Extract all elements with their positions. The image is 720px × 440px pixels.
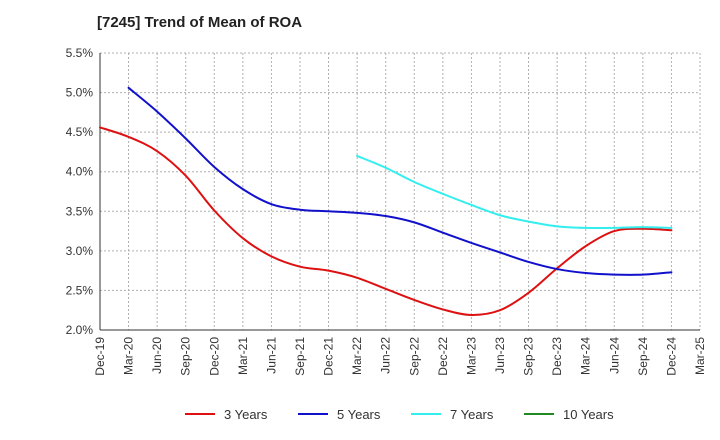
x-tick-label: Sep-24 (636, 337, 650, 376)
legend-label-10-years: 10 Years (563, 407, 614, 422)
legend: 3 Years 5 Years 7 Years 10 Years (185, 407, 614, 422)
x-tick-label: Sep-23 (522, 337, 536, 376)
x-tick-label: Mar-24 (579, 337, 593, 375)
x-tick-label: Mar-20 (122, 337, 136, 375)
x-tick-label: Jun-22 (379, 337, 393, 374)
x-tick-label: Dec-24 (664, 337, 678, 376)
x-tick-label: Dec-20 (207, 337, 221, 376)
x-tick-label: Sep-21 (293, 337, 307, 376)
y-tick-label: 3.0% (66, 244, 94, 258)
x-tick-label: Jun-24 (607, 337, 621, 374)
x-tick-label: Jun-20 (150, 337, 164, 374)
x-tick-label: Mar-25 (693, 337, 707, 375)
y-tick-label: 5.0% (66, 86, 94, 100)
x-tick-label: Jun-23 (493, 337, 507, 374)
legend-label-3-years: 3 Years (224, 407, 268, 422)
x-axis-ticks: Dec-19 Mar-20 Jun-20 Sep-20 Dec-20 Mar-21 Jun-… (93, 337, 707, 376)
series-lines (99, 86, 673, 316)
x-tick-label: Mar-22 (350, 337, 364, 375)
x-tick-label: Dec-22 (436, 337, 450, 376)
y-tick-label: 4.5% (66, 125, 94, 139)
x-tick-label: Sep-22 (407, 337, 421, 376)
grid-lines (99, 52, 701, 331)
y-tick-label: 3.5% (66, 204, 94, 218)
x-tick-label: Mar-23 (464, 337, 478, 375)
x-tick-label: Mar-21 (236, 337, 250, 375)
axes (99, 53, 700, 331)
y-tick-label: 2.5% (66, 283, 94, 297)
y-tick-label: 2.0% (66, 323, 94, 337)
chart-title: [7245] Trend of Mean of ROA (97, 14, 303, 31)
x-tick-label: Jun-21 (264, 337, 278, 374)
x-tick-label: Dec-21 (322, 337, 336, 376)
x-tick-label: Dec-19 (93, 337, 107, 376)
x-tick-label: Dec-23 (550, 337, 564, 376)
series-line-3-years (99, 126, 673, 316)
series-line-7-years (356, 154, 673, 230)
y-tick-label: 4.0% (66, 165, 94, 179)
x-tick-label: Sep-20 (179, 337, 193, 376)
y-axis-ticks: 5.5% 5.0% 4.5% 4.0% 3.5% 3.0% 2.5% 2.0% (66, 46, 94, 337)
legend-label-5-years: 5 Years (337, 407, 381, 422)
legend-label-7-years: 7 Years (450, 407, 494, 422)
y-tick-label: 5.5% (66, 46, 94, 60)
series-line-5-years (127, 86, 673, 276)
